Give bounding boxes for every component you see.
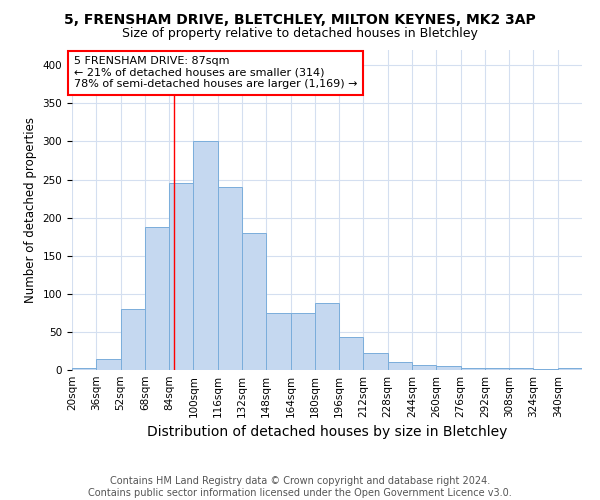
Bar — [242, 233, 266, 370]
Bar — [218, 187, 242, 370]
Text: Size of property relative to detached houses in Bletchley: Size of property relative to detached ho… — [122, 28, 478, 40]
Y-axis label: Number of detached properties: Number of detached properties — [24, 117, 37, 303]
Bar — [315, 303, 339, 370]
Bar — [558, 368, 582, 370]
Bar — [145, 227, 169, 370]
Text: 5, FRENSHAM DRIVE, BLETCHLEY, MILTON KEYNES, MK2 3AP: 5, FRENSHAM DRIVE, BLETCHLEY, MILTON KEY… — [64, 12, 536, 26]
Text: Contains HM Land Registry data © Crown copyright and database right 2024.
Contai: Contains HM Land Registry data © Crown c… — [88, 476, 512, 498]
Bar — [509, 368, 533, 370]
Text: 5 FRENSHAM DRIVE: 87sqm
← 21% of detached houses are smaller (314)
78% of semi-d: 5 FRENSHAM DRIVE: 87sqm ← 21% of detache… — [74, 56, 357, 90]
Bar — [388, 362, 412, 370]
Bar — [96, 360, 121, 370]
Bar — [72, 368, 96, 370]
Bar — [290, 313, 315, 370]
Bar — [193, 142, 218, 370]
Bar — [485, 368, 509, 370]
X-axis label: Distribution of detached houses by size in Bletchley: Distribution of detached houses by size … — [147, 426, 507, 440]
Bar — [339, 337, 364, 370]
Bar — [436, 366, 461, 370]
Bar — [169, 184, 193, 370]
Bar — [412, 366, 436, 370]
Bar — [533, 369, 558, 370]
Bar — [266, 313, 290, 370]
Bar — [364, 353, 388, 370]
Bar — [461, 368, 485, 370]
Bar — [121, 309, 145, 370]
